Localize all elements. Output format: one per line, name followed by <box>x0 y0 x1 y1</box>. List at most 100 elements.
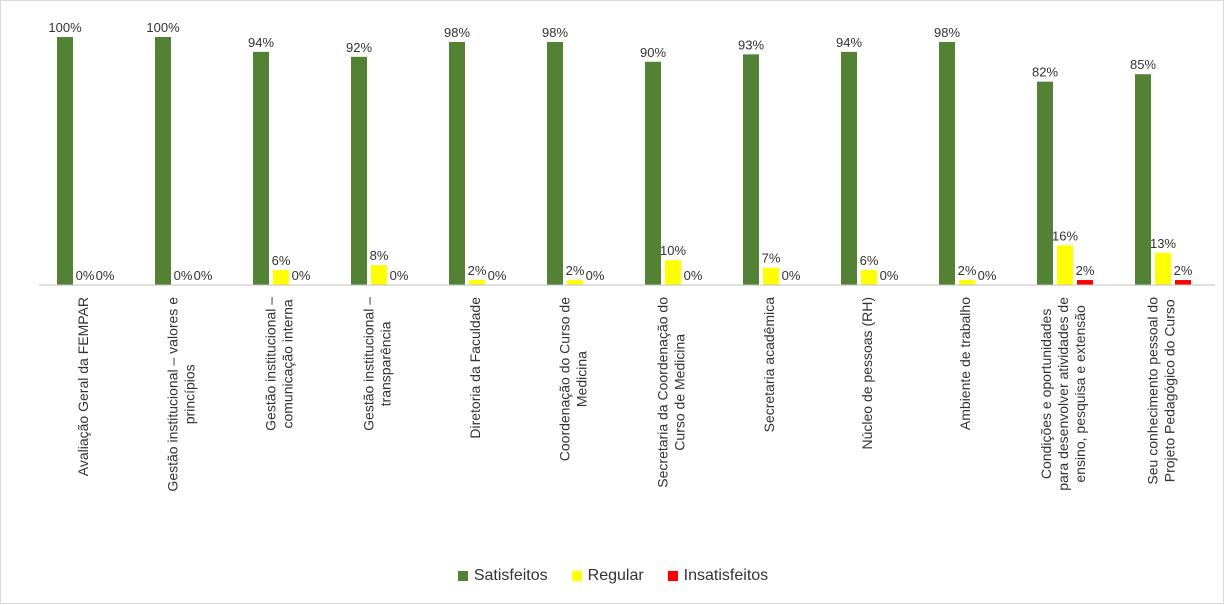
category-label-line: comunicação interna <box>280 299 296 428</box>
category-label-0: Avaliação Geral da FEMPAR <box>75 297 91 476</box>
category-label-line: Secretaria da Coordenação do <box>655 297 671 488</box>
data-label-insatisfeitos-4: 0% <box>488 268 507 283</box>
bar-satisfeitos-3 <box>351 56 367 286</box>
bar-regular-10 <box>1057 245 1073 285</box>
category-label-1: Gestão institucional – valores eprincípi… <box>165 297 198 492</box>
category-label-5: Coordenação do Curso deMedicina <box>557 297 590 461</box>
bar-insatisfeitos-11 <box>1175 280 1191 285</box>
legend-item-satisfeitos: Satisfeitos <box>457 567 548 585</box>
category-label-line: Núcleo de pessoas (RH) <box>859 297 875 450</box>
data-label-regular-1: 0% <box>174 268 193 283</box>
data-label-satisfeitos-2: 94% <box>248 35 274 50</box>
bar-satisfeitos-2 <box>253 51 269 285</box>
data-label-insatisfeitos-5: 0% <box>586 268 605 283</box>
data-label-insatisfeitos-7: 0% <box>782 268 801 283</box>
data-label-satisfeitos-7: 93% <box>738 37 764 52</box>
bar-regular-3 <box>371 265 387 285</box>
bar-regular-9 <box>959 280 975 285</box>
category-label-line: transparência <box>378 321 394 406</box>
bar-satisfeitos-9 <box>939 41 955 286</box>
legend: Satisfeitos Regular Insatisfeitos <box>1 567 1224 585</box>
data-label-satisfeitos-11: 85% <box>1130 57 1156 72</box>
legend-swatch-regular <box>571 571 582 581</box>
category-label-line: Gestão institucional – <box>361 297 377 431</box>
category-label-line: Secretaria acadêmica <box>761 297 777 433</box>
category-label-line: Condições e oportunidades <box>1038 309 1054 479</box>
category-label-3: Gestão institucional –transparência <box>361 297 394 431</box>
data-label-insatisfeitos-2: 0% <box>292 268 311 283</box>
data-label-satisfeitos-9: 98% <box>934 25 960 40</box>
category-label-line: Medicina <box>574 351 590 407</box>
category-label-7: Secretaria acadêmica <box>761 297 777 433</box>
bar-regular-5 <box>567 280 583 285</box>
category-label-line: Diretoria da Faculdade <box>467 297 483 439</box>
bar-regular-7 <box>763 267 779 285</box>
category-label-line: para desenvolver atividades de <box>1055 297 1071 491</box>
data-label-satisfeitos-3: 92% <box>346 40 372 55</box>
data-label-regular-5: 2% <box>566 263 585 278</box>
category-label-11: Seu conhecimento pessoal doProjeto Pedag… <box>1145 297 1178 485</box>
data-label-regular-3: 8% <box>370 248 389 263</box>
bar-satisfeitos-1 <box>155 37 171 285</box>
category-label-line: Coordenação do Curso de <box>557 297 573 461</box>
data-label-satisfeitos-4: 98% <box>444 25 470 40</box>
category-label-4: Diretoria da Faculdade <box>467 297 483 439</box>
data-label-satisfeitos-5: 98% <box>542 25 568 40</box>
category-label-line: Projeto Pedagógico do Curso <box>1162 299 1178 482</box>
data-label-insatisfeitos-3: 0% <box>390 268 409 283</box>
category-label-2: Gestão institucional –comunicação intern… <box>263 297 296 431</box>
data-label-satisfeitos-10: 82% <box>1032 65 1058 80</box>
legend-label-regular: Regular <box>587 567 644 584</box>
data-label-regular-4: 2% <box>468 263 487 278</box>
data-label-regular-7: 7% <box>762 251 781 266</box>
legend-label-insatisfeitos: Insatisfeitos <box>683 567 769 584</box>
data-label-satisfeitos-6: 90% <box>640 45 666 60</box>
bar-insatisfeitos-10 <box>1077 280 1093 285</box>
category-label-line: Gestão institucional – valores e <box>165 297 181 492</box>
data-label-insatisfeitos-1: 0% <box>194 268 213 283</box>
bar-regular-4 <box>469 280 485 285</box>
bar-regular-2 <box>273 270 289 285</box>
data-label-satisfeitos-8: 94% <box>836 35 862 50</box>
data-label-satisfeitos-0: 100% <box>48 20 82 35</box>
category-label-line: ensino, pesquisa e extensão <box>1072 305 1088 483</box>
legend-item-insatisfeitos: Insatisfeitos <box>667 567 769 585</box>
data-label-satisfeitos-1: 100% <box>146 20 180 35</box>
data-label-regular-8: 6% <box>860 253 879 268</box>
bar-satisfeitos-0 <box>57 37 73 285</box>
bar-satisfeitos-4 <box>449 41 465 286</box>
data-label-regular-9: 2% <box>958 263 977 278</box>
category-label-line: Ambiente de trabalho <box>957 297 973 430</box>
category-label-line: Avaliação Geral da FEMPAR <box>75 297 91 476</box>
category-label-line: Curso de Medicina <box>672 334 688 451</box>
data-label-insatisfeitos-9: 0% <box>978 268 997 283</box>
bar-satisfeitos-10 <box>1037 81 1053 285</box>
bar-satisfeitos-8 <box>841 51 857 285</box>
data-label-insatisfeitos-11: 2% <box>1174 263 1193 278</box>
data-label-regular-10: 16% <box>1052 228 1078 243</box>
legend-swatch-satisfeitos <box>457 571 468 581</box>
category-label-6: Secretaria da Coordenação doCurso de Med… <box>655 297 688 488</box>
data-label-regular-11: 13% <box>1150 236 1176 251</box>
data-label-regular-2: 6% <box>272 253 291 268</box>
category-label-line: Seu conhecimento pessoal do <box>1145 297 1161 485</box>
bar-satisfeitos-6 <box>645 61 661 285</box>
legend-item-regular: Regular <box>571 567 644 585</box>
category-label-8: Núcleo de pessoas (RH) <box>859 297 875 450</box>
bar-satisfeitos-11 <box>1135 74 1151 285</box>
legend-label-satisfeitos: Satisfeitos <box>473 567 548 584</box>
bar-regular-11 <box>1155 252 1171 285</box>
bar-regular-6 <box>665 260 681 285</box>
data-label-regular-6: 10% <box>660 243 686 258</box>
category-label-line: princípios <box>182 364 198 424</box>
data-label-insatisfeitos-0: 0% <box>96 268 115 283</box>
data-label-insatisfeitos-8: 0% <box>880 268 899 283</box>
data-label-regular-0: 0% <box>76 268 95 283</box>
legend-swatch-insatisfeitos <box>667 571 678 581</box>
category-label-10: Condições e oportunidadespara desenvolve… <box>1038 297 1088 491</box>
category-label-9: Ambiente de trabalho <box>957 297 973 430</box>
data-label-insatisfeitos-10: 2% <box>1076 263 1095 278</box>
bar-satisfeitos-5 <box>547 41 563 286</box>
